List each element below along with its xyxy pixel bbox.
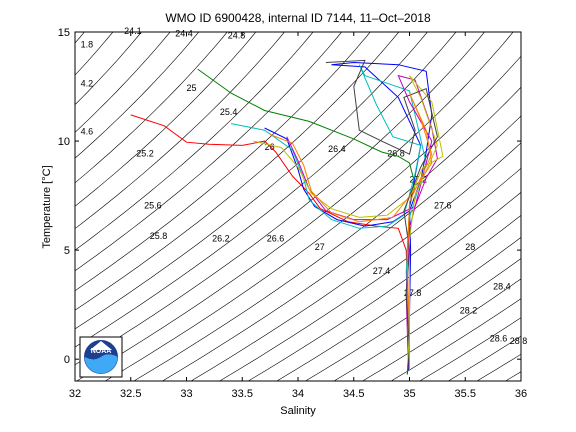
- density-contour-line: [75, 32, 371, 292]
- y-axis-ticks: 0 5 10 15: [58, 27, 521, 366]
- contour-label: 4.2: [81, 79, 94, 89]
- density-contour-line: [0, 32, 27, 381]
- contour-label: 27: [315, 242, 325, 252]
- density-contour-labels: 24.1 24.4 24.8 1.8 4.2 25 25.4 4.6 26 25.2 26.4 26.…: [81, 26, 528, 346]
- contour-label: 24.1: [124, 26, 142, 36]
- density-contour-line: [76, 32, 514, 381]
- x-tick-label: 34: [292, 388, 304, 400]
- contour-label: 25.8: [150, 231, 168, 241]
- density-contour-line: [190, 142, 521, 381]
- density-contour-line: [75, 32, 400, 311]
- density-contour-line: [75, 32, 457, 348]
- x-tick-label: 32: [69, 388, 81, 400]
- contour-label: 25: [187, 83, 197, 93]
- density-contour-line: [75, 32, 257, 207]
- density-contour-line: [75, 32, 171, 133]
- density-contour-line: [75, 32, 142, 106]
- density-contour-line: [105, 55, 521, 381]
- plot-area: [75, 32, 521, 381]
- contour-label: 27.4: [373, 266, 391, 276]
- contour-label: 27.6: [434, 201, 452, 211]
- profile-line-5: [286, 74, 438, 368]
- contour-label: 28.2: [460, 305, 478, 315]
- contour-label: 25.2: [136, 148, 154, 158]
- contour-label: 28.4: [493, 281, 511, 291]
- x-axis-label: Salinity: [280, 405, 316, 417]
- density-contour-line: [75, 32, 285, 229]
- contour-label: 27.2: [410, 175, 428, 185]
- density-contour-line: [75, 32, 342, 272]
- density-contour-line: [333, 258, 521, 381]
- x-tick-label: 35: [403, 388, 415, 400]
- contour-label: 28.8: [510, 336, 528, 346]
- y-tick-label: 0: [64, 354, 70, 366]
- contour-label: 25.4: [220, 107, 238, 117]
- y-tick-label: 5: [64, 245, 70, 257]
- contour-label: 28: [465, 242, 475, 252]
- contour-label: 26.6: [267, 233, 285, 243]
- density-contour-line: [75, 32, 314, 251]
- x-tick-label: 32.5: [120, 388, 141, 400]
- y-tick-label: 10: [58, 136, 70, 148]
- contour-label: 26.2: [212, 233, 230, 243]
- density-contours: [0, 32, 576, 381]
- contour-label: 26.8: [387, 148, 405, 158]
- profile-series: [130, 59, 444, 375]
- density-contour-line: [563, 32, 576, 381]
- density-contour-line: [75, 32, 428, 330]
- x-tick-label: 36: [515, 388, 527, 400]
- density-contour-line: [534, 32, 576, 381]
- density-contour-line: [276, 214, 521, 381]
- contour-label: 26: [265, 142, 275, 152]
- density-contour-line: [362, 278, 521, 381]
- x-tick-label: 35.5: [455, 388, 476, 400]
- contour-label: 4.6: [81, 127, 94, 137]
- density-contour-line: [133, 86, 521, 381]
- noaa-logo: NOAA: [79, 336, 123, 378]
- logo-text: NOAA: [91, 348, 112, 355]
- contour-label: 26.4: [328, 144, 346, 154]
- density-contour-line: [419, 317, 521, 381]
- contour-label: 24.8: [228, 31, 246, 41]
- density-contour-line: [162, 115, 521, 381]
- contour-label: 28.6: [490, 334, 508, 344]
- y-axis-label: Temperature [°C]: [41, 165, 53, 248]
- density-contour-line: [248, 191, 521, 381]
- density-contour-line: [75, 32, 228, 184]
- density-contour-line: [305, 236, 521, 381]
- y-tick-label: 15: [58, 27, 70, 39]
- contour-label: 24.4: [175, 28, 193, 38]
- contour-label: 1.8: [81, 39, 94, 49]
- chart-title: WMO ID 6900428, internal ID 7144, 11–Oct…: [165, 11, 431, 25]
- profile-line-6: [253, 75, 444, 373]
- x-tick-label: 33: [180, 388, 192, 400]
- profile-line-8: [269, 92, 433, 371]
- x-tick-label: 33.5: [232, 388, 253, 400]
- density-contour-line: [219, 167, 521, 381]
- density-contour-line: [391, 298, 521, 381]
- density-contour-line: [75, 32, 199, 159]
- x-tick-label: 34.5: [343, 388, 364, 400]
- contour-label: 25.6: [144, 201, 162, 211]
- contour-label: 27.8: [404, 288, 422, 298]
- density-contour-line: [75, 32, 485, 366]
- x-axis-ticks: 32 32.5 33 33.5 34 34.5 35 35.5 36: [69, 32, 527, 400]
- profile-line-1: [130, 114, 410, 366]
